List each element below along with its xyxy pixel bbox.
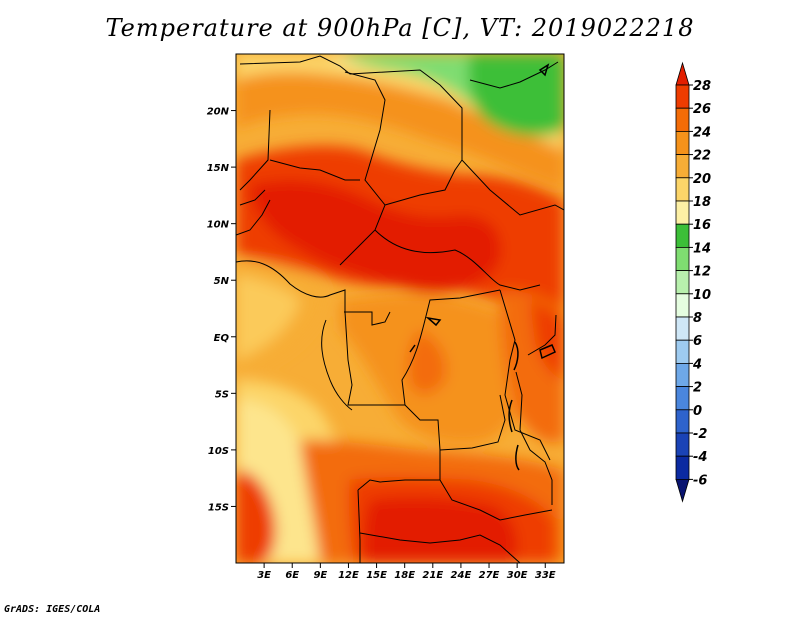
colorbar-segment	[675, 246, 690, 271]
latitude-axis: 20N 15N 10N 5N EQ 5S 10S 15S	[207, 107, 236, 513]
lat-tick-label: 5S	[215, 389, 229, 400]
colorbar-segment	[675, 223, 690, 248]
colorbar-segment	[675, 386, 690, 411]
grads-credit: GrADS: IGES/COLA	[4, 604, 101, 615]
colorbar-label: 6	[693, 334, 702, 349]
colorbar-segment	[675, 130, 690, 155]
colorbar-segment	[675, 339, 690, 364]
colorbar-label: 26	[693, 102, 711, 117]
colorbar-label: 22	[693, 149, 711, 164]
colorbar-label: -2	[693, 427, 707, 442]
lon-tick-label: 21E	[422, 570, 443, 581]
colorbar-label: -6	[693, 473, 707, 488]
lon-tick-label: 27E	[479, 570, 500, 581]
colorbar-top-arrow	[675, 61, 690, 86]
colorbar-segment	[675, 200, 690, 225]
lat-tick-label: 5N	[214, 276, 230, 287]
colorbar-segment	[675, 293, 690, 318]
country-borders	[236, 55, 564, 563]
longitude-axis: 3E 6E 9E 12E 15E 18E 21E 24E 27E 30E 33E	[257, 563, 556, 581]
colorbar-label: 14	[693, 241, 711, 256]
colorbar-segment	[675, 316, 690, 341]
lon-tick-label: 24E	[451, 570, 472, 581]
lon-tick-label: 15E	[366, 570, 387, 581]
colorbar-label: 0	[693, 404, 702, 419]
colorbar-segment	[675, 177, 690, 202]
lon-tick-label: 18E	[394, 570, 415, 581]
colorbar-label: 10	[693, 288, 711, 303]
map-title: Temperature at 900hPa [C], VT: 201902221…	[105, 14, 695, 42]
colorbar-label: 18	[693, 195, 711, 210]
colorbar-label: 8	[693, 311, 702, 326]
lat-tick-label: 10N	[207, 220, 230, 231]
lon-tick-label: 30E	[507, 570, 528, 581]
colorbar-bottom-arrow	[675, 478, 690, 503]
temperature-field	[236, 54, 564, 563]
colorbar-label: 2	[693, 381, 702, 396]
colorbar-label: 4	[692, 357, 702, 372]
colorbar-label: 24	[693, 125, 711, 140]
lon-tick-label: 3E	[257, 570, 271, 581]
colorbar-label: 28	[693, 79, 711, 94]
colorbar-segment	[675, 409, 690, 434]
colorbar-label: -4	[693, 450, 707, 465]
lon-tick-label: 9E	[313, 570, 327, 581]
lon-tick-label: 12E	[338, 570, 359, 581]
colorbar-label: 16	[693, 218, 711, 233]
colorbar-segment	[675, 154, 690, 179]
lon-tick-label: 6E	[285, 570, 299, 581]
lat-tick-label: 10S	[208, 446, 229, 457]
lakes	[409, 63, 556, 471]
colorbar-segment	[675, 432, 690, 457]
colorbar-segment	[675, 455, 690, 480]
colorbar-segment	[675, 270, 690, 295]
colorbar-segment	[675, 107, 690, 132]
lat-tick-label: EQ	[214, 333, 230, 344]
lat-tick-label: 20N	[207, 107, 230, 118]
lat-tick-label: 15S	[208, 502, 229, 513]
colorbar-label: 12	[693, 265, 711, 280]
map-frame	[235, 53, 565, 564]
colorbar-segment	[675, 84, 690, 109]
lon-tick-label: 33E	[535, 570, 556, 581]
colorbar-segment	[675, 362, 690, 387]
lat-tick-label: 15N	[207, 163, 230, 174]
colorbar-label: 20	[693, 172, 711, 187]
